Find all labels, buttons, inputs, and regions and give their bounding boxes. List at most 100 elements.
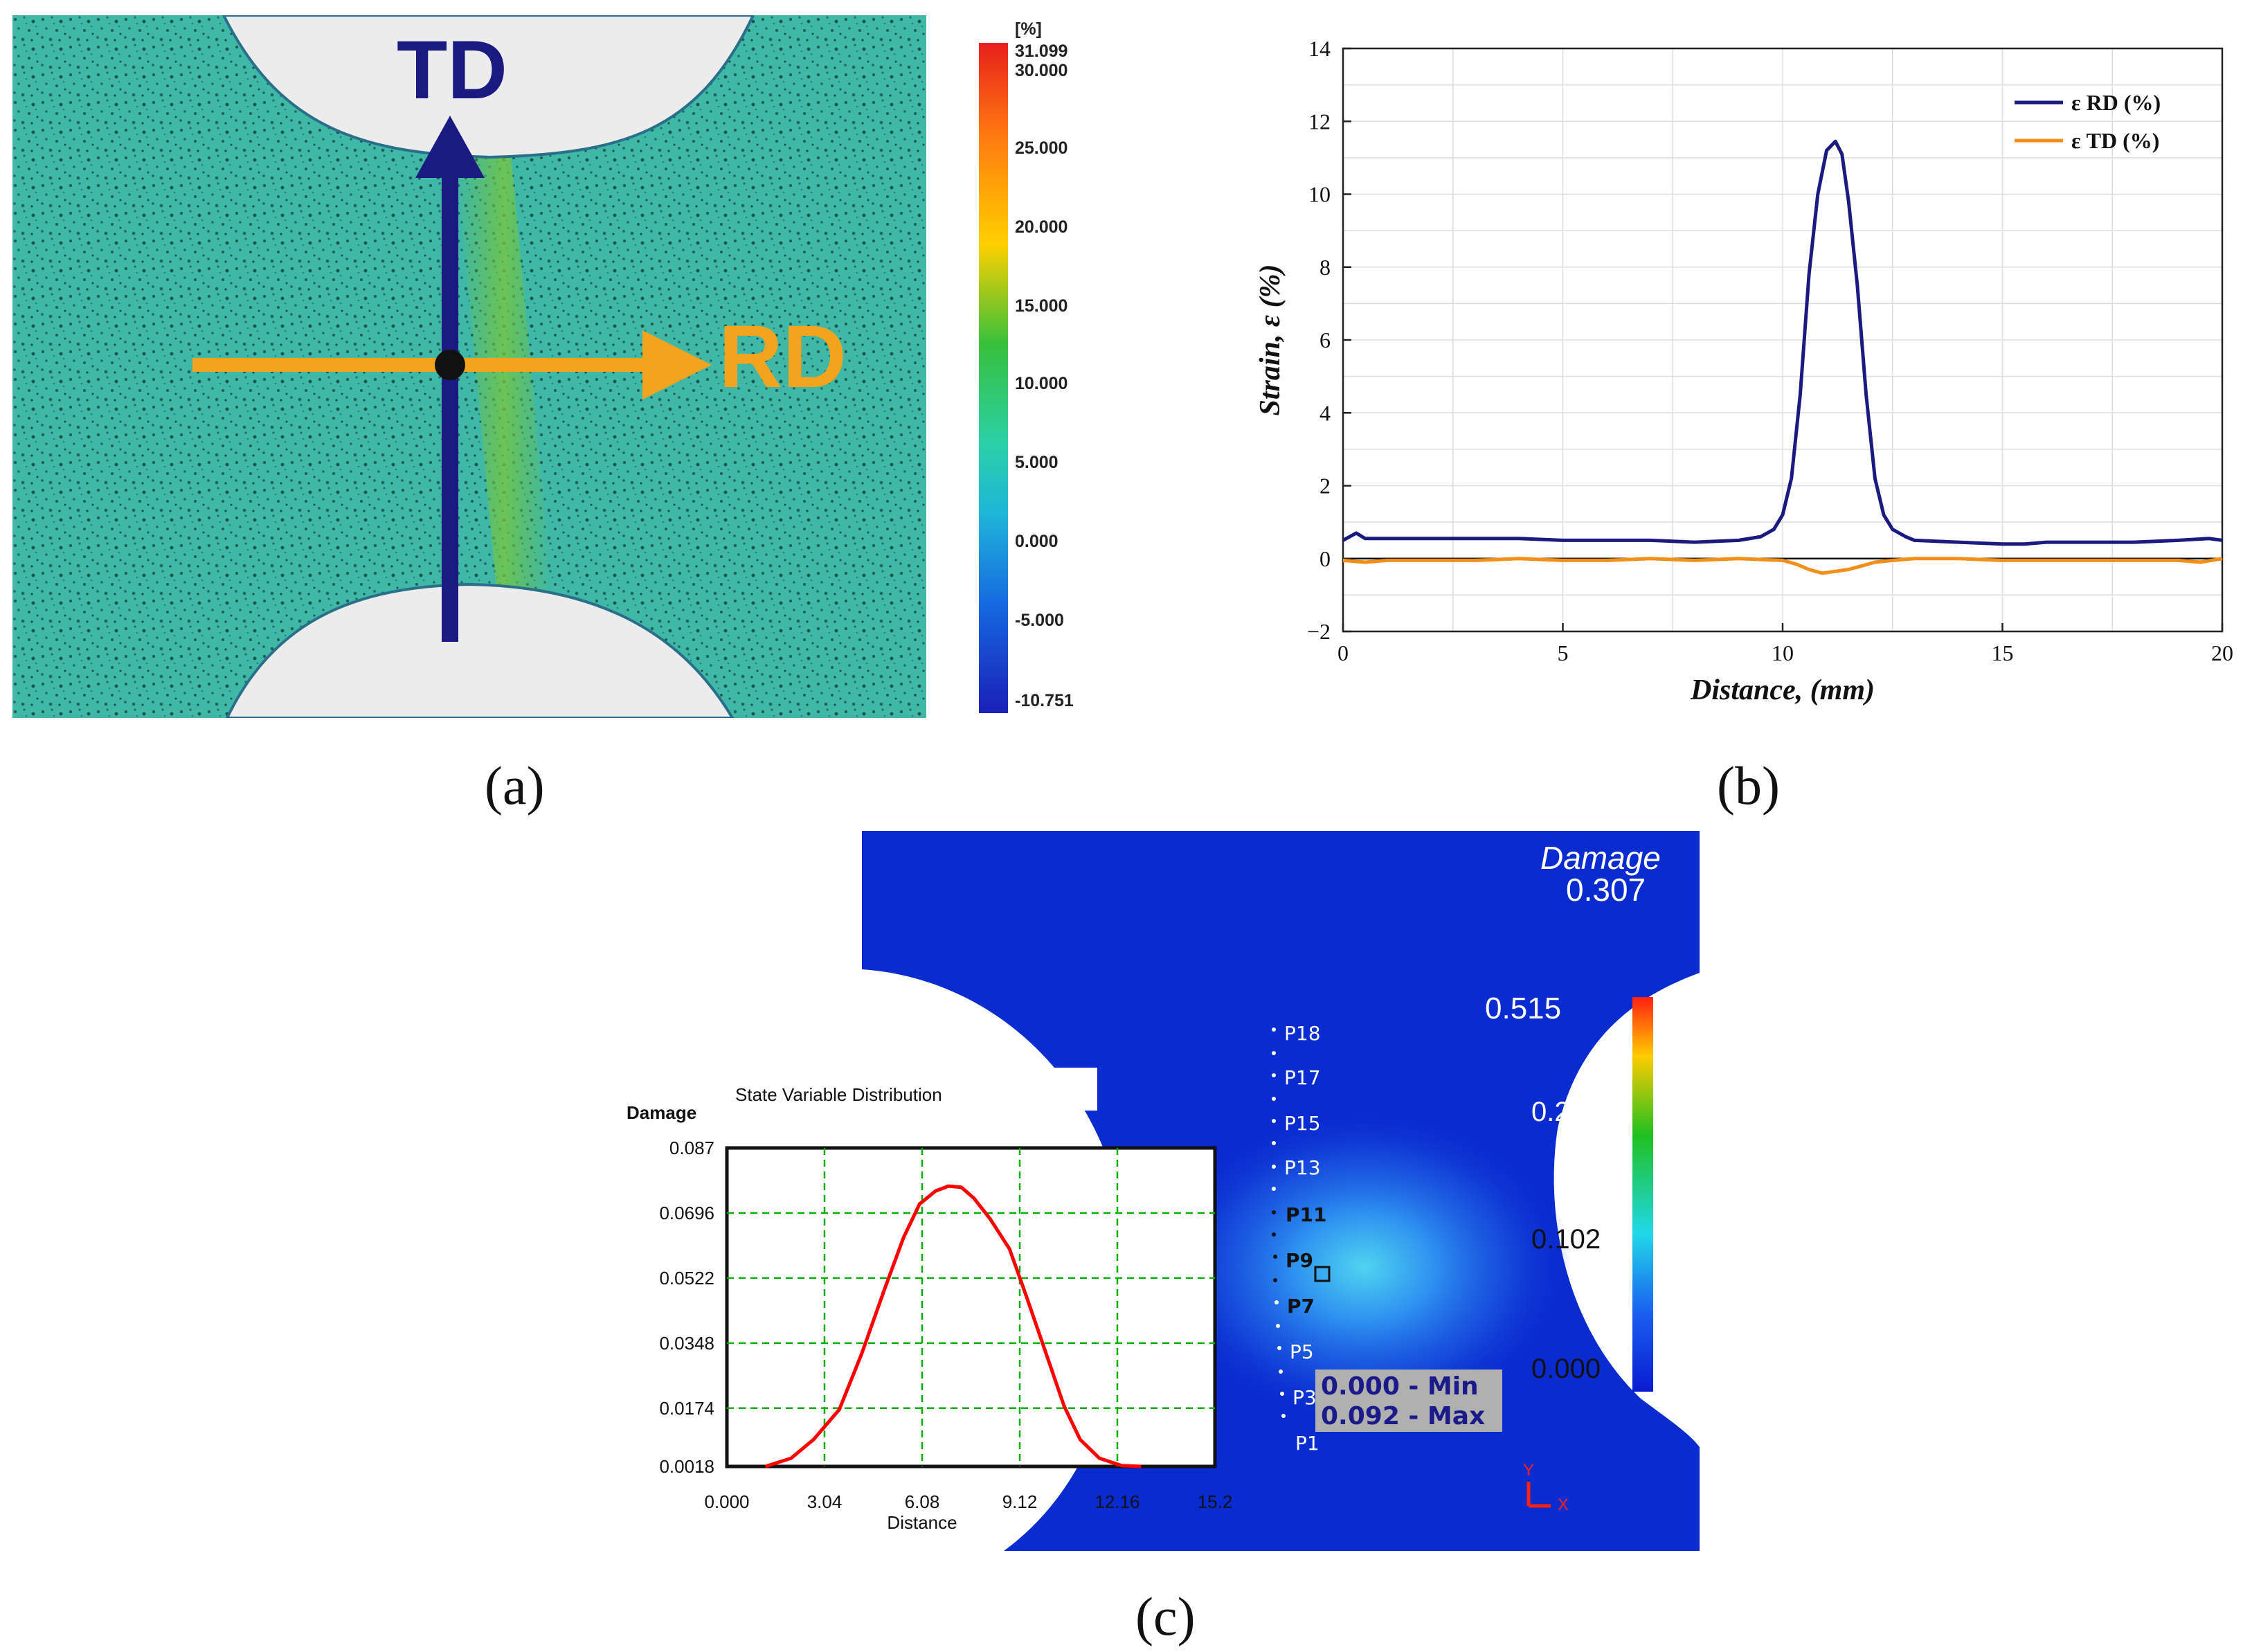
probe-dot xyxy=(1272,1051,1276,1055)
colorbar-gradient xyxy=(979,43,1008,713)
colorbar-tick: 15.000 xyxy=(1015,296,1068,316)
state-variable-chart: State Variable Distribution Damage 0.000 3.… xyxy=(627,1068,1233,1533)
y-tick-label: 12 xyxy=(1308,109,1331,134)
inset-y-tick: 0.087 xyxy=(669,1138,714,1158)
colorbar-max: 31.099 xyxy=(1015,42,1068,61)
inset-title-bg xyxy=(730,1068,1097,1111)
inset-x-tick: 3.04 xyxy=(807,1491,843,1512)
probe-label: P3 xyxy=(1292,1386,1317,1409)
series-line xyxy=(1342,557,2223,575)
damage-contour xyxy=(862,831,1700,1551)
inset-plot-area xyxy=(725,1146,1217,1469)
probe-label: P5 xyxy=(1290,1340,1314,1363)
legend-entry: ε RD (%) xyxy=(2071,90,2161,115)
y-tick-label: 0 xyxy=(1319,546,1331,571)
contour-colorbar-tick: 0.204 xyxy=(1531,1097,1601,1127)
inset-y-tick: 0.0174 xyxy=(659,1398,714,1419)
colorbar-tick: 20.000 xyxy=(1015,217,1068,237)
inset-y-tick: 0.0696 xyxy=(659,1203,714,1223)
probe-dot xyxy=(1272,1119,1276,1123)
colorbar-tick: 25.000 xyxy=(1015,138,1068,158)
y-tick-label: 14 xyxy=(1308,36,1331,61)
inset-y-tick: 0.0018 xyxy=(659,1456,714,1477)
inset-y-tick: 0.0348 xyxy=(659,1333,714,1354)
contour-colorbar-tick: 0.000 xyxy=(1531,1354,1601,1384)
probe-dot xyxy=(1280,1392,1284,1396)
y-tick-label: 4 xyxy=(1319,400,1331,425)
panel-label-c: (c) xyxy=(1135,1586,1196,1646)
probe-dot xyxy=(1272,1027,1276,1032)
inset-y-tick: 0.0522 xyxy=(659,1268,714,1289)
x-axis-label: Distance, (mm) xyxy=(1690,674,1875,706)
probe-label: P15 xyxy=(1284,1112,1321,1135)
inset-x-label: Distance xyxy=(887,1512,957,1533)
inset-x-tick: 12.16 xyxy=(1095,1491,1139,1512)
rd-label: RD xyxy=(719,307,847,406)
probe-label: P17 xyxy=(1284,1066,1321,1089)
panel-c: Damage 0.307 0.515 0.204 0.102 0.000 0.0… xyxy=(623,831,1703,1558)
x-tick-label: 10 xyxy=(1772,640,1794,665)
probe-dot xyxy=(1272,1232,1276,1237)
colorbar-tick: 5.000 xyxy=(1015,453,1059,472)
probe-dot xyxy=(1276,1324,1280,1328)
min-label: 0.000 - Min xyxy=(1321,1372,1479,1401)
specimen-image xyxy=(12,15,926,718)
colorbar-tick: 10.000 xyxy=(1015,374,1068,393)
probe-label: P9 xyxy=(1286,1249,1314,1272)
contour-colorbar-tick: 0.515 xyxy=(1485,991,1562,1025)
damage-title: Damage xyxy=(1540,840,1661,876)
probe-label: P1 xyxy=(1295,1432,1319,1455)
x-tick-label: 5 xyxy=(1558,640,1569,665)
colorbar-unit: [%] xyxy=(1015,19,1042,39)
probe-dot xyxy=(1272,1210,1276,1214)
probe-dot xyxy=(1277,1346,1281,1350)
probe-dot xyxy=(1272,1097,1276,1101)
axis-x-label: X xyxy=(1558,1496,1569,1514)
probe-label: P13 xyxy=(1284,1156,1321,1179)
max-label: 0.092 - Max xyxy=(1321,1402,1486,1430)
panel-label-a: (a) xyxy=(485,755,545,816)
colorbar-min: -10.751 xyxy=(1015,691,1074,710)
legend-entry: ε TD (%) xyxy=(2071,128,2159,153)
inset-x-tick: 6.08 xyxy=(905,1491,940,1512)
series-line xyxy=(1342,139,2223,546)
x-tick-label: 15 xyxy=(1992,640,2014,665)
inset-y-label: Damage xyxy=(627,1102,696,1123)
inset-title: State Variable Distribution xyxy=(735,1084,942,1105)
inset-x-tick: 15.2 xyxy=(1198,1491,1233,1512)
probe-dot xyxy=(1279,1370,1283,1374)
y-tick-label: −2 xyxy=(1307,619,1331,644)
inset-x-tick: 9.12 xyxy=(1002,1491,1038,1512)
probe-label: P7 xyxy=(1287,1295,1315,1318)
inset-x-tick: 0.000 xyxy=(704,1491,749,1512)
panel-label-b: (b) xyxy=(1717,755,1780,816)
probe-dot xyxy=(1272,1073,1276,1077)
contour-colorbar-tick: 0.102 xyxy=(1531,1224,1601,1255)
probe-dot xyxy=(1272,1187,1276,1191)
probe-dot xyxy=(1272,1165,1276,1169)
x-tick-label: 20 xyxy=(2211,640,2233,665)
colorbar-tick: 0.000 xyxy=(1015,532,1059,551)
colorbar-tick: -5.000 xyxy=(1015,611,1064,630)
axis-y-label: Y xyxy=(1523,1461,1535,1480)
probe-label: P18 xyxy=(1284,1022,1321,1045)
y-tick-label: 6 xyxy=(1319,327,1331,352)
y-tick-label: 2 xyxy=(1319,474,1331,499)
colorbar-tick: 30.000 xyxy=(1015,61,1068,80)
probe-dot xyxy=(1273,1255,1277,1259)
probe-dot xyxy=(1274,1300,1279,1304)
y-tick-label: 10 xyxy=(1308,182,1331,207)
panel-a: TD RD xyxy=(12,15,926,718)
y-axis-label: Strain, ε (%) xyxy=(1254,264,1286,415)
probe-dot xyxy=(1272,1141,1276,1145)
y-tick-label: 8 xyxy=(1319,255,1331,280)
damage-curve xyxy=(764,1184,1142,1469)
x-tick-label: 0 xyxy=(1337,640,1349,665)
probe-dot xyxy=(1281,1414,1286,1418)
probe-label: P11 xyxy=(1286,1203,1327,1226)
td-label: TD xyxy=(397,24,507,116)
damage-value: 0.307 xyxy=(1566,872,1646,908)
probe-dot xyxy=(1273,1278,1277,1282)
strain-colorbar: [%] 31.099 30.000 25.000 20.000 15.000 1… xyxy=(943,15,1095,718)
